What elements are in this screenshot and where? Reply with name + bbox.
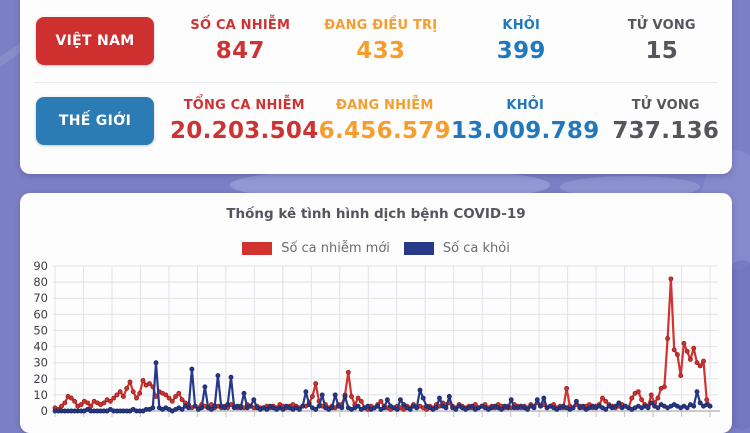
stat-world-deaths: TỬ VONG 737.136 (600, 98, 732, 144)
svg-text:40: 40 (33, 340, 48, 354)
stat-label: ĐANG ĐIỀU TRỊ (324, 18, 438, 33)
svg-text:30: 30 (33, 356, 48, 370)
stat-label: TỬ VONG (631, 98, 700, 113)
stat-label: TỬ VONG (627, 18, 696, 33)
stat-value: 20.203.504 (170, 118, 319, 144)
stat-world-cases: TỔNG CA NHIỄM 20.203.504 (170, 98, 319, 144)
svg-text:80: 80 (33, 275, 48, 289)
svg-text:90: 90 (33, 259, 48, 273)
svg-text:10: 10 (33, 388, 48, 402)
svg-text:50: 50 (33, 323, 48, 337)
stat-world-recovered: KHỎI 13.009.789 (451, 98, 600, 144)
world-stats-row: THẾ GIỚI TỔNG CA NHIỄM 20.203.504 ĐANG N… (20, 84, 732, 158)
legend-item-new-cases: Số ca nhiễm mới (242, 241, 390, 256)
stat-value: 15 (645, 38, 679, 64)
svg-text:0: 0 (41, 404, 48, 418)
stat-value: 399 (496, 38, 546, 64)
legend-label: Số ca khỏi (442, 241, 510, 256)
vietnam-stats-row: VIỆT NAM SỐ CA NHIỄM 847 ĐANG ĐIỀU TRỊ 4… (20, 0, 732, 82)
covid-line-chart: 0 10 20 30 40 50 60 70 80 90 (33, 259, 720, 418)
new-cases-swatch (242, 242, 273, 255)
stat-world-active: ĐANG NHIỄM 6.456.579 (319, 98, 451, 144)
stats-card: VIỆT NAM SỐ CA NHIỄM 847 ĐANG ĐIỀU TRỊ 4… (20, 0, 732, 174)
world-button[interactable]: THẾ GIỚI (36, 97, 154, 145)
stat-label: KHỎI (502, 18, 541, 33)
svg-text:70: 70 (33, 291, 48, 305)
recovered-swatch (403, 242, 434, 255)
row-divider (34, 82, 718, 83)
legend-item-recovered: Số ca khỏi (403, 241, 510, 256)
stat-value: 737.136 (612, 118, 720, 144)
stat-vietnam-recovered: KHỎI 399 (451, 18, 592, 64)
svg-text:20: 20 (33, 372, 48, 386)
chart-title: Thống kê tình hình dịch bệnh COVID-19 (226, 206, 526, 222)
chart-card: Thống kê tình hình dịch bệnh COVID-19 Số… (20, 193, 732, 433)
legend-label: Số ca nhiễm mới (281, 241, 390, 256)
stat-value: 847 (215, 38, 265, 64)
stat-value: 13.009.789 (451, 118, 600, 144)
stat-value: 6.456.579 (318, 118, 451, 144)
stat-label: KHỎI (506, 98, 545, 113)
stat-label: TỔNG CA NHIỄM (183, 98, 305, 113)
svg-text:60: 60 (33, 307, 48, 321)
stat-vietnam-deaths: TỬ VONG 15 (592, 18, 733, 64)
stat-vietnam-treating: ĐANG ĐIỀU TRỊ 433 (311, 18, 452, 64)
stat-label: SỐ CA NHIỄM (190, 18, 291, 33)
stat-vietnam-cases: SỐ CA NHIỄM 847 (170, 18, 311, 64)
stat-label: ĐANG NHIỄM (336, 98, 434, 113)
stat-value: 433 (356, 38, 406, 64)
vietnam-button[interactable]: VIỆT NAM (36, 17, 154, 65)
chart-legend: Số ca nhiễm mới Số ca khỏi (20, 241, 732, 256)
